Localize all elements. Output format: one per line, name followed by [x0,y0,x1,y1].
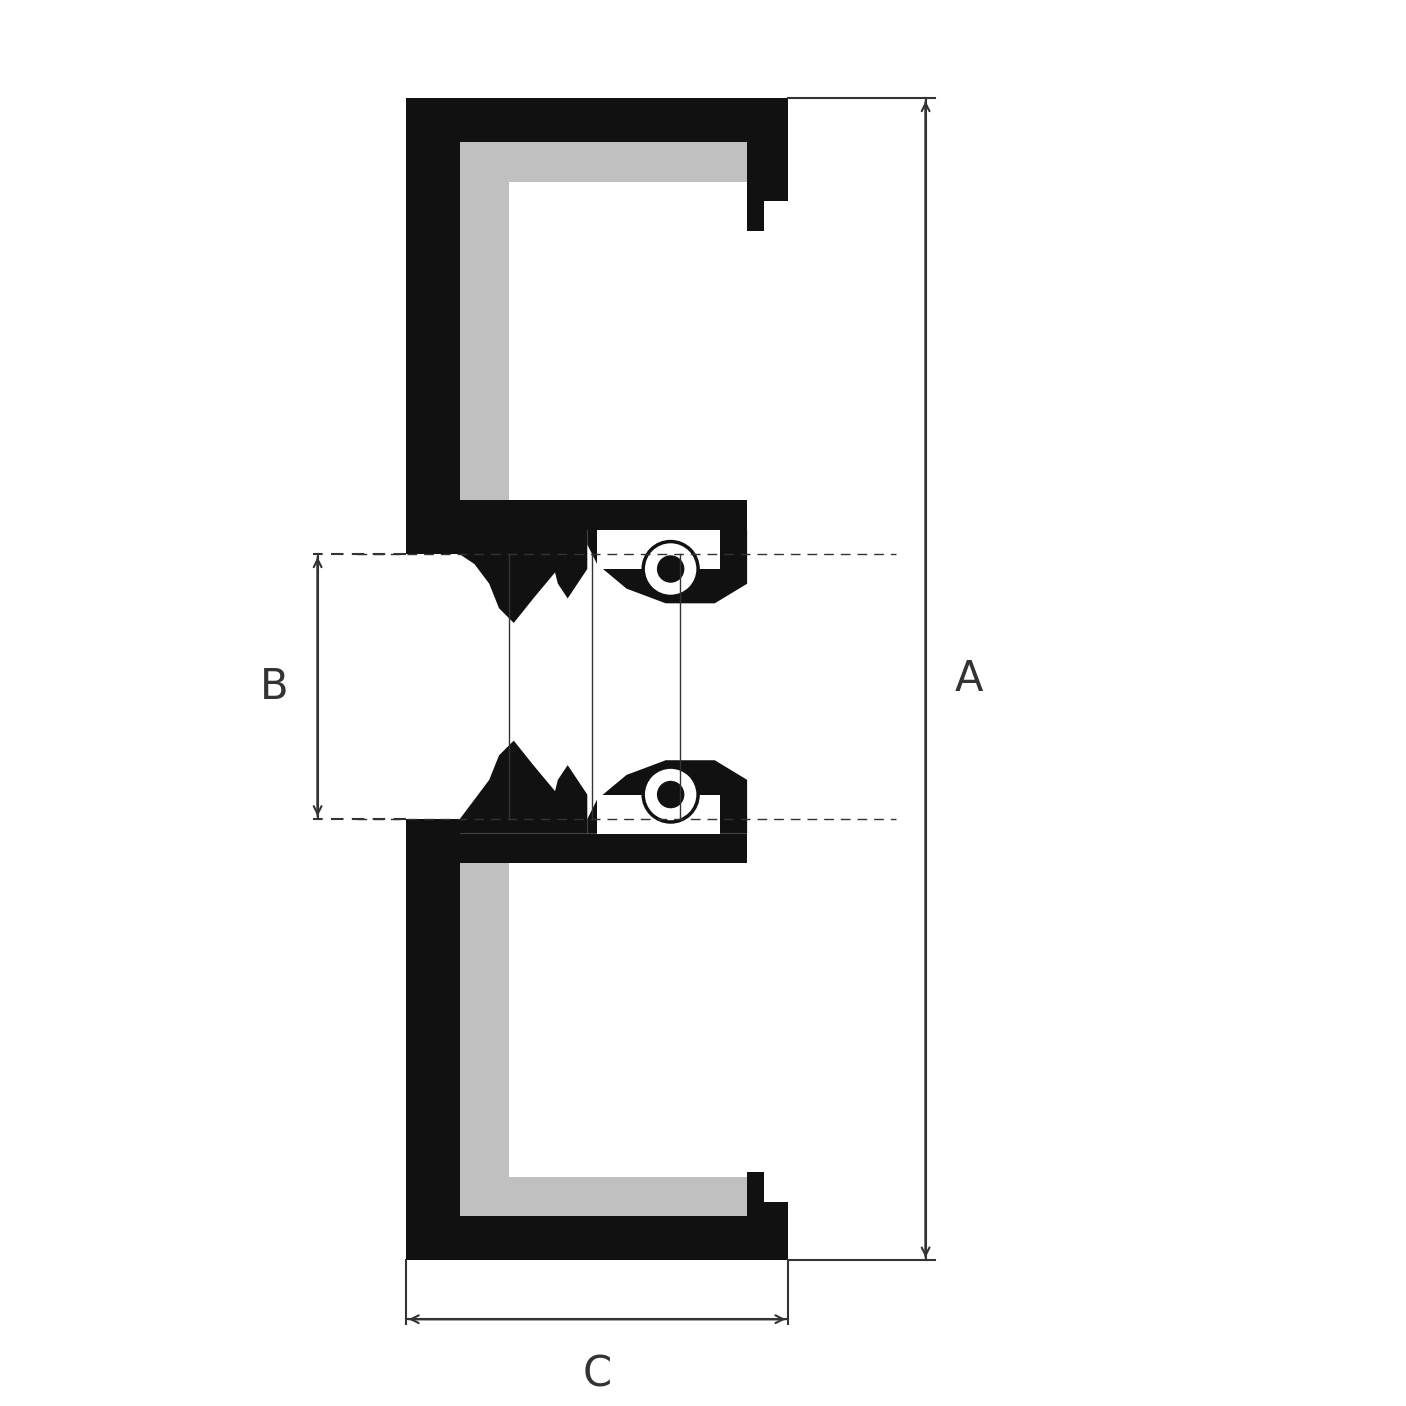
Polygon shape [553,765,588,814]
Polygon shape [460,142,747,181]
Circle shape [657,555,685,582]
Text: A: A [955,658,984,700]
Polygon shape [406,98,789,142]
Polygon shape [460,530,588,623]
Polygon shape [509,181,747,501]
Polygon shape [747,1202,789,1260]
Polygon shape [747,201,763,231]
Polygon shape [406,820,460,1216]
Polygon shape [460,501,747,530]
Circle shape [643,541,699,596]
Circle shape [657,780,685,808]
Polygon shape [406,1216,789,1260]
Polygon shape [509,863,747,1177]
Polygon shape [460,181,509,501]
Text: B: B [260,665,288,707]
Polygon shape [460,839,509,863]
Polygon shape [406,142,460,554]
Polygon shape [747,1173,763,1202]
Circle shape [643,768,699,823]
Polygon shape [588,530,747,603]
Polygon shape [553,550,588,599]
Polygon shape [598,794,720,834]
Polygon shape [460,501,509,524]
Polygon shape [598,530,720,569]
Polygon shape [747,142,789,201]
Polygon shape [460,863,509,1177]
Text: C: C [582,1354,612,1396]
Polygon shape [460,741,588,834]
Polygon shape [460,1177,747,1216]
Polygon shape [460,834,747,863]
Polygon shape [588,761,747,834]
